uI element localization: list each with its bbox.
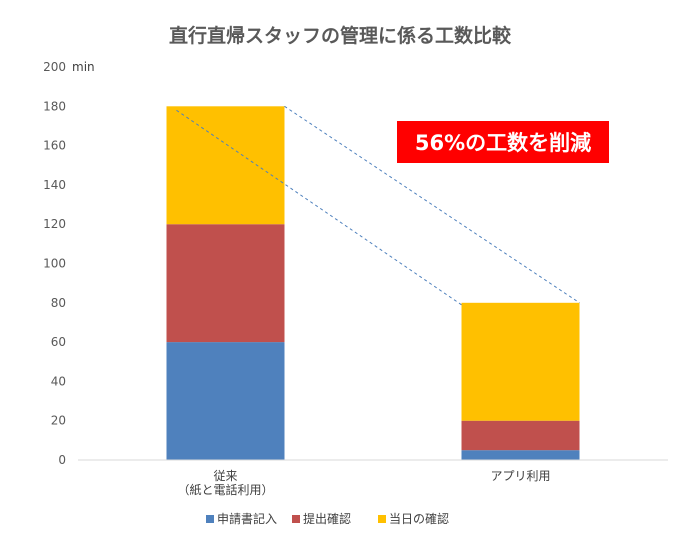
chart-title: 直行直帰スタッフの管理に係る工数比較 [169, 24, 512, 47]
bar-segment [461, 450, 580, 460]
y-tick-label: 80 [51, 296, 66, 310]
bar-segment [461, 302, 580, 421]
legend-swatch [378, 515, 386, 523]
callout-background [397, 121, 609, 163]
legend: 申請書記入 提出確認 当日の確認 [206, 511, 449, 526]
legend-swatch [206, 515, 214, 523]
callout-text: 56%の工数を削減 [415, 131, 591, 155]
y-tick-label: 100 [43, 257, 66, 271]
y-tick-label: 0 [58, 453, 66, 467]
bars-group [166, 106, 580, 460]
category-label: （紙と電話利用） [177, 482, 273, 497]
legend-label: 提出確認 [303, 511, 351, 526]
bar-segment [166, 106, 285, 225]
legend-label: 当日の確認 [389, 511, 449, 526]
y-tick-label: 60 [51, 335, 66, 349]
category-label: 従来 [213, 469, 237, 483]
y-tick-label: 160 [43, 139, 66, 153]
y-axis: 0 20 40 60 80 100 120 140 160 180 200 [43, 60, 66, 467]
y-tick-label: 120 [43, 217, 66, 231]
y-tick-label: 140 [43, 178, 66, 192]
y-tick-label: 20 [51, 414, 66, 428]
legend-swatch [292, 515, 300, 523]
y-tick-label: 200 [43, 60, 66, 74]
connector-lines [176, 105, 580, 306]
connector-line [284, 105, 580, 304]
y-tick-label: 180 [43, 99, 66, 113]
bar-segment [166, 342, 285, 460]
legend-label: 申請書記入 [217, 511, 277, 526]
category-labels: 従来（紙と電話利用） アプリ利用 [177, 469, 550, 497]
reduction-callout: 56%の工数を削減 [397, 121, 609, 163]
bar-segment [461, 420, 580, 451]
bar-segment [166, 224, 285, 343]
category-label: アプリ利用 [490, 469, 550, 483]
y-axis-unit-label: min [72, 60, 95, 74]
y-tick-label: 40 [51, 374, 66, 388]
